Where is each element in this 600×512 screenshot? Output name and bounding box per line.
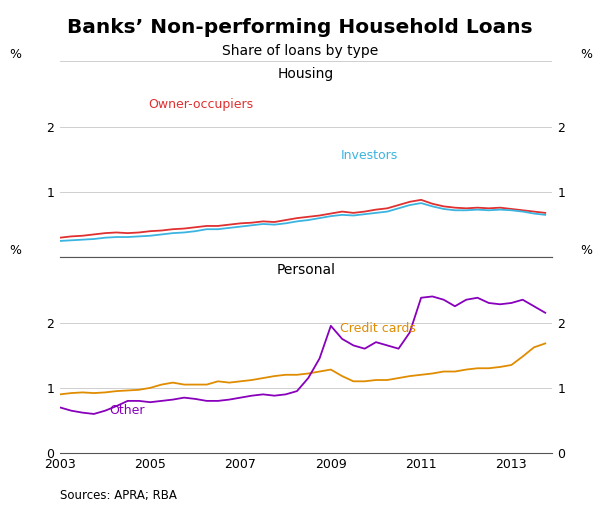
Text: Share of loans by type: Share of loans by type <box>222 44 378 57</box>
Text: %: % <box>580 244 592 257</box>
Text: %: % <box>580 49 592 61</box>
Text: %: % <box>10 244 22 257</box>
Text: Housing: Housing <box>278 67 334 81</box>
Text: Sources: APRA; RBA: Sources: APRA; RBA <box>60 489 177 502</box>
Text: Credit cards: Credit cards <box>340 322 416 335</box>
Text: Personal: Personal <box>277 263 335 277</box>
Text: Banks’ Non-performing Household Loans: Banks’ Non-performing Household Loans <box>67 18 533 37</box>
Text: Owner-occupiers: Owner-occupiers <box>149 98 254 112</box>
Text: Investors: Investors <box>340 150 398 162</box>
Text: %: % <box>10 49 22 61</box>
Text: Other: Other <box>109 404 145 417</box>
